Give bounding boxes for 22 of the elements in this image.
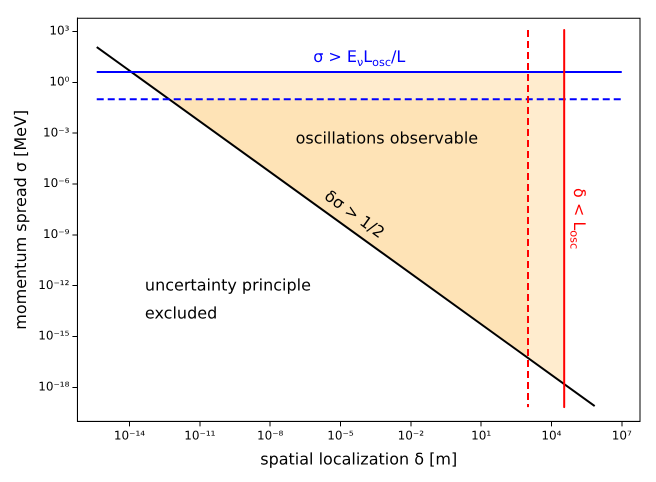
y-tick-label: 10⁻¹²	[38, 278, 70, 292]
y-tick-label: 10⁻⁶	[43, 176, 70, 190]
y-tick-label: 10⁻¹⁸	[38, 380, 70, 394]
y-axis-title: momentum spread σ [MeV]	[10, 110, 30, 330]
x-tick-label: 10⁻⁸	[256, 428, 284, 443]
annotation: oscillations observable	[296, 128, 478, 148]
y-tick-label: 10⁻³	[43, 125, 70, 140]
x-tick-label: 10⁻²	[398, 428, 424, 443]
x-tick-label: 10¹	[471, 428, 492, 443]
x-tick-label: 10⁻¹⁴	[114, 428, 146, 443]
annotation: uncertainty principle excluded	[144, 276, 311, 323]
y-tick-label: 10³	[49, 24, 70, 38]
y-tick-label: 10⁻⁹	[43, 227, 70, 241]
x-tick-label: 10⁻⁵	[327, 428, 354, 443]
x-tick-label: 10⁷	[612, 428, 632, 443]
y-tick-label: 10⁻¹⁵	[38, 328, 70, 343]
text: δ < Losc	[567, 188, 590, 250]
y-tick-label: 10⁰	[49, 74, 70, 88]
text: δσ > 1/2	[321, 186, 388, 242]
x-tick-label: 10⁴	[541, 428, 562, 443]
x-axis-title: spatial localization δ [m]	[260, 450, 458, 469]
x-tick-label: 10⁻¹¹	[184, 428, 216, 443]
